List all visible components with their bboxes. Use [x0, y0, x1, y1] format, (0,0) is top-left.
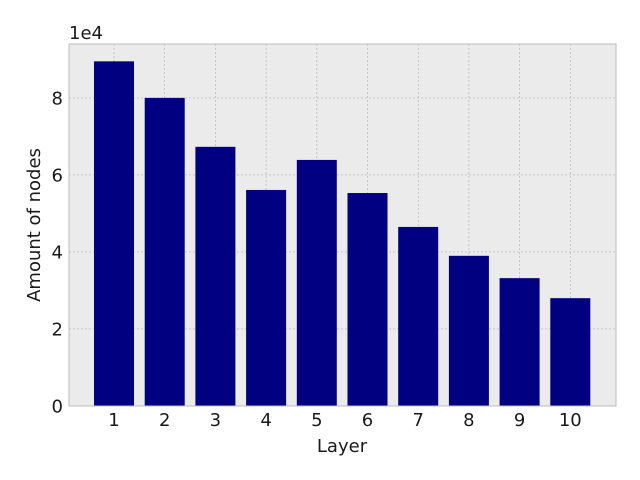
bar-layer-9	[499, 278, 540, 406]
bar-layer-10	[550, 298, 591, 406]
bar-layer-5	[296, 159, 337, 406]
bar-layer-1	[94, 61, 134, 407]
bar-layer-6	[347, 193, 388, 406]
y-tick-label: 0	[52, 397, 63, 418]
x-tick-label: 2	[159, 410, 170, 431]
x-tick-label: 7	[412, 410, 423, 431]
bar-layer-4	[246, 189, 287, 406]
x-tick-label: 5	[311, 410, 322, 431]
y-tick-label: 2	[52, 319, 63, 340]
bar-layer-7	[398, 226, 439, 406]
bars	[94, 61, 591, 407]
x-tick-label: 10	[559, 410, 582, 431]
x-tick-label: 1	[108, 410, 119, 431]
x-tick-labels: 1 2 3 4 5 6 7 8 9 10	[108, 410, 581, 431]
plot-frame	[68, 43, 617, 407]
bar-layer-3	[195, 146, 236, 406]
x-tick-label: 4	[260, 410, 271, 431]
y-multiplier-label: 1e4	[69, 23, 103, 44]
bar-layer-8	[448, 255, 489, 406]
x-axis-label: Layer	[317, 436, 368, 457]
x-tick-label: 9	[514, 410, 525, 431]
y-tick-label: 4	[52, 242, 63, 263]
y-tick-label: 8	[52, 88, 63, 109]
bar-layer-2	[144, 97, 185, 407]
x-tick-label: 8	[463, 410, 474, 431]
x-tick-label: 6	[362, 410, 373, 431]
x-tick-label: 3	[210, 410, 221, 431]
y-axis-label: Amount of nodes	[24, 148, 45, 302]
y-tick-labels: 0 2 4 6 8	[52, 88, 63, 417]
y-tick-label: 6	[52, 165, 63, 186]
